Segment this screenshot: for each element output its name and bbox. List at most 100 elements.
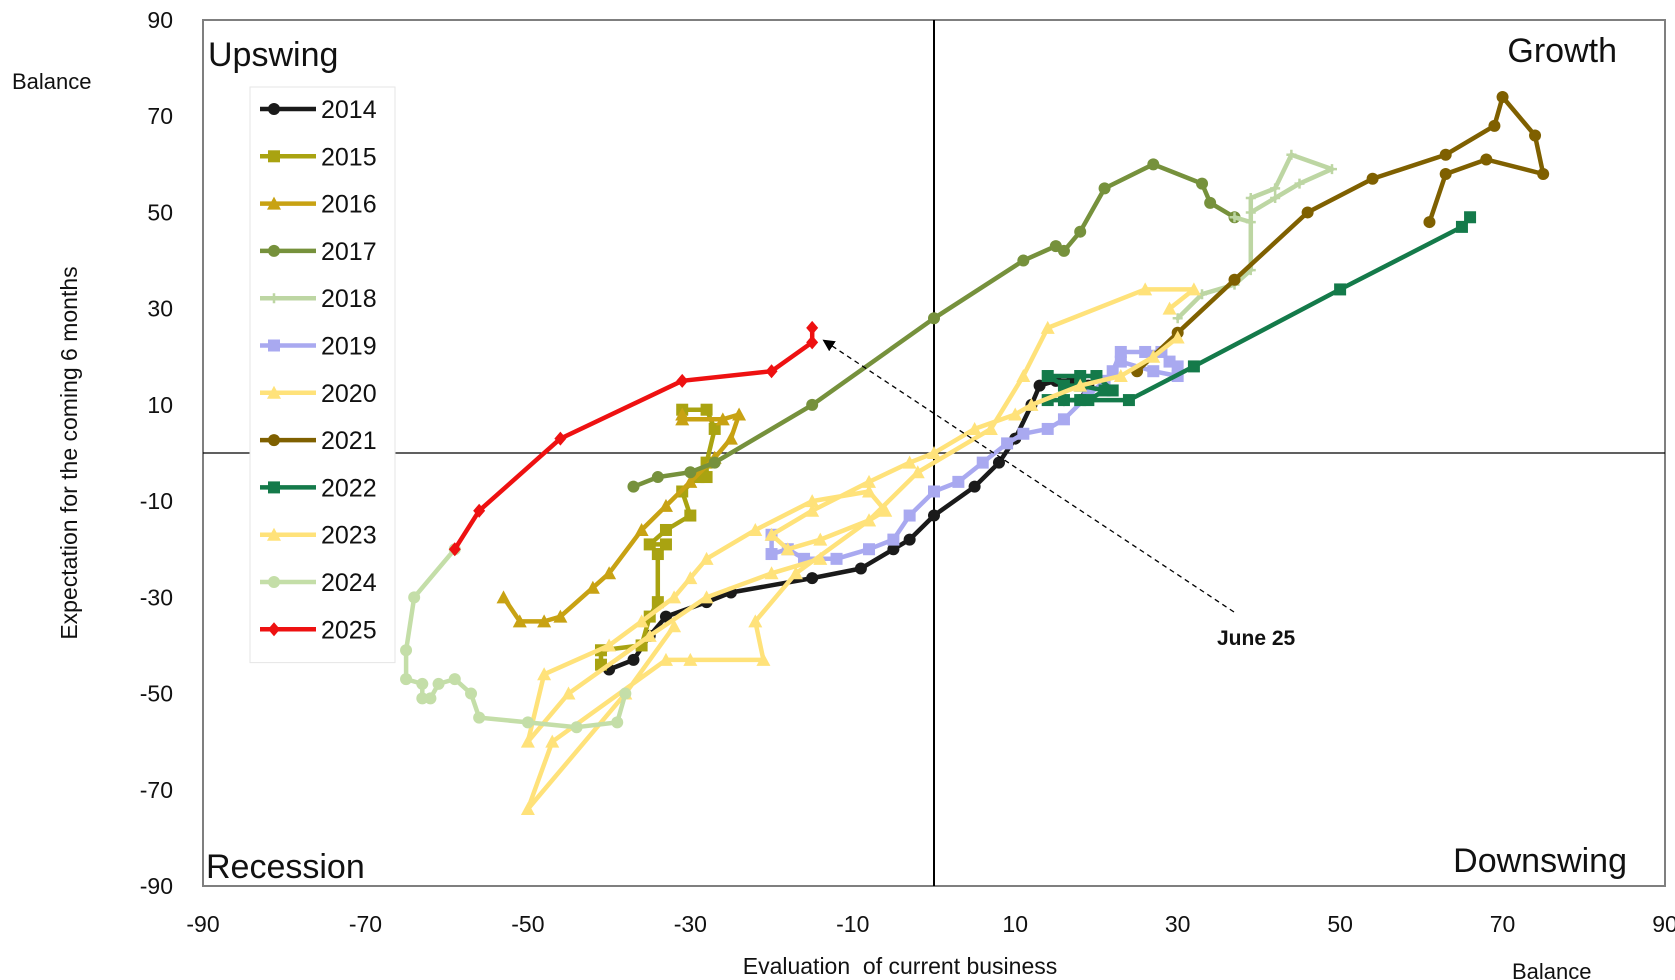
x-tick-labels: -90 -70 -50 -30 -10 10 30 50 70 90: [186, 911, 1675, 937]
data-point-2020: [910, 465, 925, 479]
data-point-2020: [683, 652, 698, 666]
data-point-2014: [928, 509, 940, 522]
data-point-2018: [1286, 149, 1297, 160]
data-point-2017: [1196, 177, 1209, 190]
data-point-2019: [1147, 365, 1160, 378]
data-point-2021: [1537, 167, 1550, 180]
data-point-2023: [1008, 407, 1023, 421]
data-point-2014: [806, 572, 819, 585]
data-point-2019: [830, 552, 843, 565]
data-point-2021: [1439, 148, 1452, 161]
data-point-2024: [400, 644, 413, 657]
data-point-2023: [813, 551, 828, 565]
data-point-2023: [862, 474, 877, 488]
data-point-2022: [1106, 384, 1119, 397]
data-point-2021: [1496, 90, 1509, 103]
legend-item-2022: 2022: [260, 474, 377, 502]
legend-marker: [268, 576, 280, 588]
data-point-2023: [699, 590, 714, 604]
y-tick-label: 70: [147, 103, 173, 129]
data-point-2016: [715, 412, 730, 426]
legend-item-2020: 2020: [260, 380, 377, 408]
data-point-2023: [683, 571, 698, 585]
data-point-2020: [756, 652, 771, 666]
data-point-2022: [1057, 394, 1070, 407]
data-point-2024: [619, 687, 632, 700]
y-axis-title: Expectation for the coming 6 months: [56, 266, 82, 639]
data-point-2023: [764, 566, 779, 580]
data-point-2016: [732, 407, 747, 421]
data-point-2025: [554, 431, 567, 446]
data-point-2016: [585, 580, 600, 594]
legend-label: 2016: [321, 191, 377, 219]
data-point-2014: [992, 456, 1005, 469]
data-point-2023: [520, 734, 535, 748]
x-tick-label: 50: [1327, 911, 1353, 937]
data-point-2023: [805, 503, 820, 517]
legend-label: 2018: [321, 285, 377, 313]
data-point-2015: [651, 548, 664, 561]
data-point-2015: [700, 471, 713, 484]
data-point-2023: [878, 503, 893, 517]
legend-marker: [269, 293, 279, 304]
legend-marker: [268, 434, 280, 447]
legend-item-2016: 2016: [260, 191, 377, 219]
data-point-2019: [1041, 422, 1054, 435]
y-tick-label: 30: [147, 296, 173, 322]
data-point-2024: [611, 716, 624, 729]
data-point-2018: [1270, 193, 1281, 204]
legend-label: 2021: [321, 427, 377, 455]
x-tick-label: -90: [186, 911, 219, 937]
data-point-2017: [684, 466, 697, 479]
data-point-2024: [465, 687, 478, 700]
data-point-2019: [1017, 427, 1030, 440]
data-point-2015: [659, 523, 672, 536]
data-point-2016: [683, 474, 698, 488]
data-point-2021: [1301, 206, 1314, 219]
data-point-2014: [887, 543, 900, 556]
legend-item-2023: 2023: [260, 522, 377, 550]
data-point-2019: [903, 509, 916, 522]
legend-marker: [268, 622, 280, 637]
data-point-2020: [1138, 282, 1153, 296]
data-point-2017: [1098, 182, 1111, 195]
quadrant-label-growth: Growth: [1507, 32, 1617, 70]
data-point-2023: [805, 494, 820, 508]
data-point-2015: [643, 538, 656, 551]
quadrant-label-upswing: Upswing: [208, 36, 338, 74]
data-point-2022: [1187, 360, 1200, 373]
legend-label: 2017: [321, 238, 377, 266]
data-point-2016: [537, 614, 552, 628]
data-point-2025: [448, 542, 461, 557]
data-point-2022: [1455, 220, 1468, 233]
data-point-2016: [602, 566, 617, 580]
data-point-2023: [902, 455, 917, 469]
x-tick-label: -30: [674, 911, 707, 937]
data-point-2022: [1082, 394, 1095, 407]
annotation-arrow: [822, 339, 1235, 613]
legend-label: 2019: [321, 333, 377, 361]
data-point-2019: [765, 548, 778, 561]
legend-item-2014: 2014: [260, 96, 377, 124]
data-point-2019: [1057, 413, 1070, 426]
y-unit-label: Balance: [12, 69, 92, 94]
data-point-2023: [1024, 397, 1039, 411]
legend-label: 2015: [321, 143, 377, 171]
data-point-2014: [968, 480, 981, 493]
series-2021: [1131, 90, 1550, 378]
data-point-2018: [1294, 178, 1305, 189]
x-tick-label: -50: [511, 911, 544, 937]
series-2016: [496, 407, 747, 628]
data-point-2023: [748, 522, 763, 536]
data-point-2021: [1423, 216, 1436, 229]
data-point-2019: [863, 543, 876, 556]
data-point-2016: [553, 609, 568, 623]
data-point-2024: [416, 692, 429, 705]
x-tick-label: 30: [1165, 911, 1191, 937]
data-point-2024: [473, 711, 486, 724]
data-point-2020: [1186, 282, 1201, 296]
y-tick-labels: 90 70 50 30 10 -10 -30 -50 -70 -90: [140, 7, 173, 899]
data-point-2023: [699, 551, 714, 565]
y-tick-label: -30: [140, 584, 173, 610]
y-tick-label: 50: [147, 199, 173, 225]
